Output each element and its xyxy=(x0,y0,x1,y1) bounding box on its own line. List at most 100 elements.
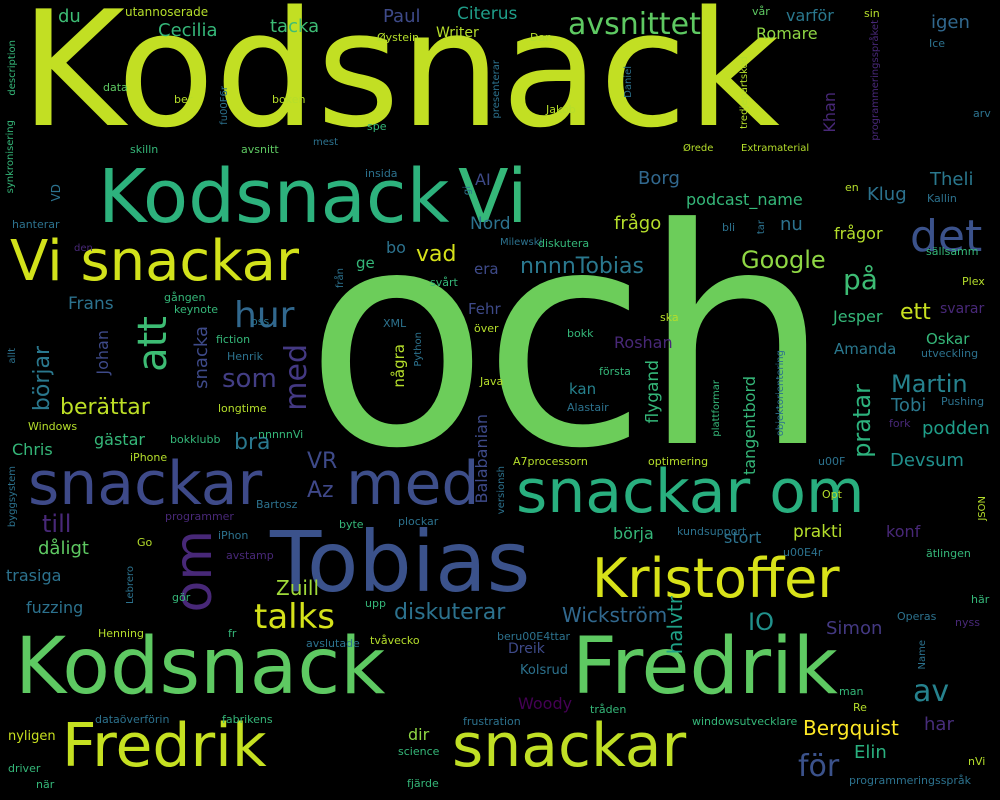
word: av xyxy=(913,674,950,709)
word: frågor xyxy=(834,224,883,243)
word: börjar xyxy=(30,346,55,412)
word: nyligen xyxy=(8,729,56,744)
word: Vi xyxy=(458,154,528,240)
word: Lebrero xyxy=(125,566,136,604)
word: Woody xyxy=(518,694,573,713)
word: u00F xyxy=(818,455,846,468)
word: några xyxy=(390,344,408,388)
word: utveckling xyxy=(921,347,979,360)
word: beru00E4ttar xyxy=(497,630,571,643)
word: arv xyxy=(973,107,991,120)
word: Kodsnack xyxy=(20,0,780,163)
word: dataöverförin xyxy=(95,713,170,726)
word: programmeringsspråket xyxy=(870,20,881,141)
word: med xyxy=(346,449,480,519)
word: på xyxy=(843,263,878,296)
word: ska xyxy=(660,311,679,324)
word: Google xyxy=(741,246,826,274)
word: Klug xyxy=(867,184,907,205)
word: stort xyxy=(724,528,762,547)
word: versionsh xyxy=(496,466,507,515)
word: podden xyxy=(922,418,990,439)
word: talks xyxy=(254,597,336,637)
word: har xyxy=(924,714,954,735)
word: programmeringsspråk xyxy=(849,774,972,787)
word: description xyxy=(7,40,18,96)
word: Re xyxy=(853,701,867,714)
word: vår xyxy=(752,5,770,18)
word: Vi snackar xyxy=(10,229,299,294)
word: diskutera xyxy=(538,237,590,250)
word: Kodsnack xyxy=(15,622,386,712)
word: nu xyxy=(780,214,803,235)
word: hanterar xyxy=(12,218,60,231)
word: första xyxy=(599,365,631,378)
word: plockar xyxy=(398,515,439,528)
word: trasiga xyxy=(6,566,62,585)
word: longtime xyxy=(218,402,267,415)
word: svarar xyxy=(940,301,985,317)
word: Go xyxy=(137,536,153,549)
word: nyss xyxy=(955,616,980,629)
word: JSON xyxy=(977,496,988,521)
word: hur xyxy=(234,295,295,336)
word: börja xyxy=(613,524,654,543)
word: bli xyxy=(722,221,736,234)
word: här xyxy=(971,593,990,606)
word: Henrik xyxy=(227,350,263,363)
word: Fredrik xyxy=(62,711,267,781)
word: A7processorn xyxy=(513,455,588,468)
word: Chris xyxy=(12,440,53,459)
word: Pushing xyxy=(941,395,985,408)
word: fabrikens xyxy=(222,713,273,726)
word: Oskar xyxy=(926,330,970,348)
word: bokk xyxy=(567,327,594,340)
word: att xyxy=(130,316,176,372)
word: med xyxy=(279,344,314,411)
word: Elin xyxy=(854,742,887,763)
word: Daniel xyxy=(623,66,634,98)
word: avsnittet xyxy=(568,7,701,42)
word: VR xyxy=(307,449,338,474)
word: allt xyxy=(7,348,18,364)
word: tredjepartskod xyxy=(739,56,750,129)
word: Wickström xyxy=(562,603,668,627)
word: Zuill xyxy=(276,576,320,600)
word: Writer xyxy=(436,25,479,41)
word: bokklubb xyxy=(170,433,221,446)
word: objektorientering xyxy=(775,350,786,437)
word: Kristoffer xyxy=(592,547,840,610)
word: synkronisering xyxy=(5,120,16,194)
word: Bartosz xyxy=(256,498,298,511)
word: avstamp xyxy=(226,549,274,562)
word: skilln xyxy=(130,143,159,156)
word: flygand xyxy=(643,360,663,424)
word: berättar xyxy=(60,395,150,420)
word: Tobias xyxy=(270,513,531,611)
word: Øystein xyxy=(377,31,420,44)
word: den xyxy=(74,243,93,254)
word: Name xyxy=(917,640,928,670)
word: mest xyxy=(313,137,339,148)
word: Cecilia xyxy=(158,20,218,41)
word: prakti xyxy=(793,522,843,542)
word: Borg xyxy=(638,168,680,189)
word: du xyxy=(58,6,81,27)
word: Az xyxy=(307,478,334,503)
word: pratar xyxy=(848,384,876,458)
word: fu00F6r xyxy=(219,86,230,125)
word: snackar om xyxy=(516,457,865,527)
word: Opt xyxy=(822,488,842,501)
word: presenterar xyxy=(491,60,502,119)
word: Romare xyxy=(756,24,818,43)
word: nnnnnVi xyxy=(258,428,304,441)
word: Citerus xyxy=(457,4,518,24)
word: Tobi xyxy=(891,395,927,416)
word: tangentbord xyxy=(740,376,759,476)
word: Roshan xyxy=(614,333,673,352)
word: igen xyxy=(931,12,970,33)
word: Theli xyxy=(930,169,974,190)
word: dir xyxy=(408,725,430,744)
word: snackar xyxy=(452,711,687,781)
